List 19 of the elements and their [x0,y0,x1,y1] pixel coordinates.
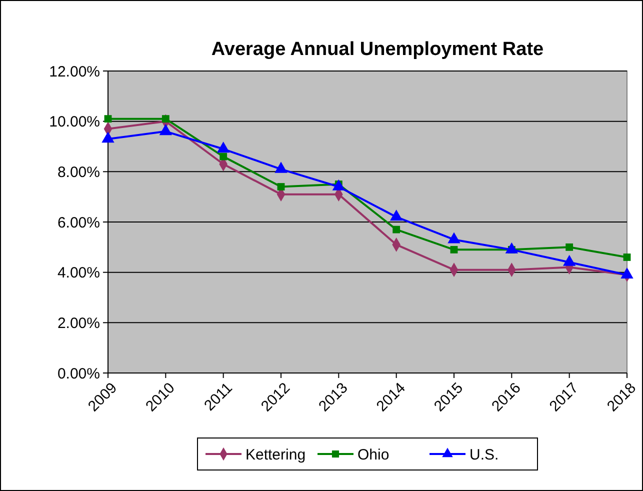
point [277,183,285,190]
point [220,152,228,160]
point [162,115,170,123]
point [450,246,458,254]
y-tick-label: 12.00% [49,63,100,80]
legend-label: Kettering [246,446,306,464]
y-tick-label: 2.00% [57,314,100,332]
point [620,268,634,279]
y-tick-label: 0.00% [57,365,100,382]
y-tick-label: 4.00% [57,264,100,282]
y-tick-label: 6.00% [57,214,100,232]
legend-label: U.S. [470,446,499,464]
chart-title: Average Annual Unemployment Rate [211,39,544,60]
point [566,243,574,251]
point [392,226,400,234]
point [623,254,631,261]
y-tick-label: 10.00% [49,114,100,131]
y-tick-label: 8.00% [57,164,100,181]
legend-label: Ohio [358,446,390,464]
